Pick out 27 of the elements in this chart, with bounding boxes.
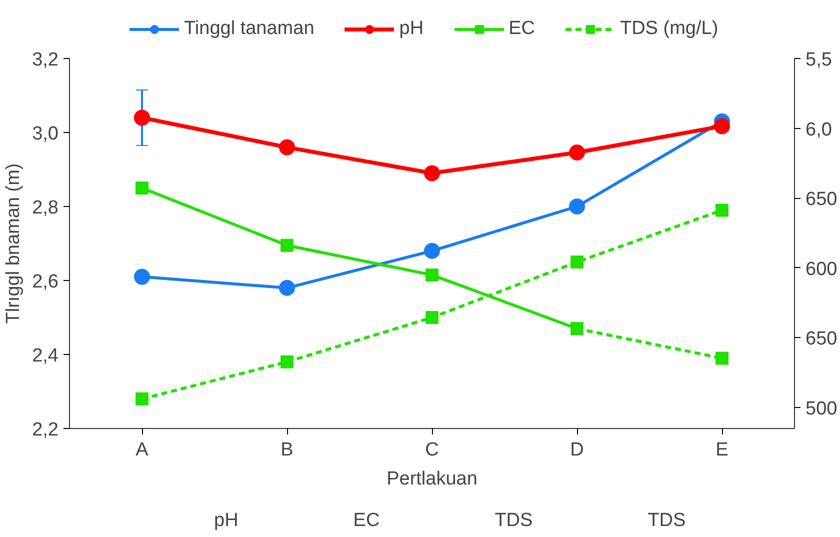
y-tick-label: 3,0 (32, 124, 59, 144)
text: pH (214, 510, 238, 532)
x-tick-label: C (425, 440, 439, 460)
category-label: 600 (806, 258, 838, 280)
y-axis-title: Tlrıggl bnaman (m) (3, 163, 24, 324)
x-tick-label: A (136, 440, 149, 460)
y-tick-label: 2,4 (32, 346, 59, 366)
category-label: 650 (806, 328, 838, 350)
category-label: 650 (806, 189, 838, 210)
y-tick-label: 3,2 (32, 50, 59, 70)
x-tick-label: B (280, 440, 294, 460)
y-tick-label: 2,8 (32, 198, 59, 218)
legend-label: pH (399, 18, 424, 40)
text: TDS (648, 510, 686, 532)
text: EC (353, 510, 380, 532)
y-tick-label: 2,2 (32, 420, 59, 440)
legend-label: Tinggl tanaman (184, 18, 314, 40)
legend-label: TDS (mg/L) (620, 18, 718, 40)
x-tick-label: D (570, 440, 584, 460)
category-label: 6,0 (806, 119, 832, 140)
legend-label: EC (508, 18, 535, 40)
x-tick-label: E (716, 440, 728, 460)
x-axis-title: Pertlakuan (386, 468, 478, 490)
y-tick-label: 2,6 (32, 272, 59, 292)
category-label: 500 (806, 398, 838, 420)
text: TDS (494, 510, 533, 532)
category-label: 5,5 (806, 50, 832, 70)
